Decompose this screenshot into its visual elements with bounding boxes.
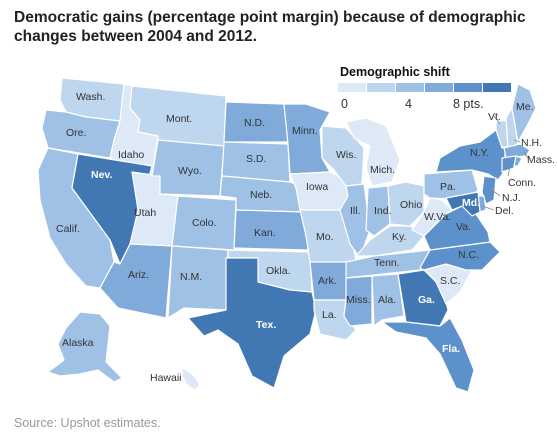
state-il — [339, 183, 371, 259]
label-az: Ariz. — [128, 269, 149, 281]
label-ar: Ark. — [318, 275, 337, 287]
label-nd: N.D. — [244, 117, 265, 129]
label-tx: Tex. — [256, 319, 276, 331]
label-nc: N.C. — [458, 249, 479, 261]
state-md — [445, 191, 481, 217]
label-tn: Tenn. — [374, 257, 400, 269]
label-sd: S.D. — [246, 153, 266, 165]
label-ut: Utah — [134, 207, 156, 219]
label-ks: Kan. — [254, 227, 276, 239]
state-labels: Wash. Ore. Calif. Idaho Nev. Utah Ariz. … — [56, 91, 555, 384]
label-la: La. — [322, 309, 337, 321]
label-mo: Mo. — [316, 231, 334, 243]
label-nm: N.M. — [180, 271, 202, 283]
legend: Demographic shift 0 4 8 pts. — [338, 65, 511, 111]
legend-tick-8: 8 pts. — [453, 97, 484, 111]
label-al: Ala. — [378, 294, 396, 306]
label-md: Md. — [462, 197, 480, 209]
label-me: Me. — [516, 101, 534, 113]
state-nj — [481, 175, 497, 205]
label-nh: N.H. — [521, 137, 542, 149]
label-ia: Iowa — [306, 181, 328, 193]
label-wy: Wyo. — [178, 165, 202, 177]
label-nv: Nev. — [91, 169, 112, 181]
source-note: Source: Upshot estimates. — [14, 416, 161, 430]
label-ok: Okla. — [266, 265, 291, 277]
label-in: Ind. — [374, 205, 392, 217]
map-title: Democratic gains (percentage point margi… — [14, 9, 526, 45]
label-mn: Minn. — [292, 125, 318, 137]
label-ms: Miss. — [346, 294, 371, 306]
legend-swatch-5 — [483, 83, 511, 92]
legend-swatch-0 — [338, 83, 366, 92]
label-wa: Wash. — [76, 91, 105, 103]
label-de: Del. — [495, 205, 514, 217]
legend-tick-4: 4 — [405, 97, 412, 111]
label-wi: Wis. — [336, 149, 356, 161]
label-sc: S.C. — [440, 275, 460, 287]
state-in — [365, 185, 391, 237]
label-pa: Pa. — [440, 181, 456, 193]
label-ak: Alaska — [62, 337, 94, 349]
legend-swatch-4 — [454, 83, 482, 92]
label-id: Idaho — [118, 149, 144, 161]
state-ma — [503, 143, 531, 159]
state-vt — [495, 119, 509, 149]
state-ak — [47, 311, 123, 383]
label-ky: Ky. — [392, 231, 406, 243]
state-me — [511, 83, 537, 143]
legend-tick-0: 0 — [341, 97, 348, 111]
label-co: Colo. — [192, 217, 217, 229]
label-ga: Ga. — [418, 294, 435, 306]
state-mi — [345, 117, 401, 187]
label-vt: Vt. — [488, 111, 501, 123]
label-il: Ill. — [350, 205, 361, 217]
state-nm — [167, 245, 229, 319]
state-ny — [435, 129, 507, 181]
label-wv: W.Va. — [424, 211, 451, 223]
label-oh: Ohio — [400, 199, 422, 211]
label-mt: Mont. — [166, 113, 192, 125]
state-hi — [181, 367, 201, 391]
legend-swatch-1 — [367, 83, 395, 92]
label-ca: Calif. — [56, 223, 80, 235]
label-or: Ore. — [66, 127, 86, 139]
label-va: Va. — [456, 221, 471, 233]
state-ct — [501, 155, 517, 173]
legend-title: Demographic shift — [340, 65, 451, 79]
label-mi: Mich. — [370, 164, 395, 176]
legend-swatch-3 — [425, 83, 453, 92]
label-ne: Neb. — [250, 189, 272, 201]
label-leader-lines — [481, 115, 529, 211]
label-hi: Hawaii — [150, 372, 182, 384]
label-fl: Fla. — [442, 343, 460, 355]
state-ri — [513, 155, 523, 167]
label-ma: Mass. — [527, 154, 555, 166]
state-fl — [381, 317, 475, 393]
label-nj: N.J. — [502, 192, 521, 204]
state-tx — [187, 257, 317, 389]
label-ct: Conn. — [508, 177, 536, 189]
label-ny: N.Y. — [470, 147, 489, 159]
state-al — [371, 273, 405, 327]
legend-swatch-2 — [396, 83, 424, 92]
